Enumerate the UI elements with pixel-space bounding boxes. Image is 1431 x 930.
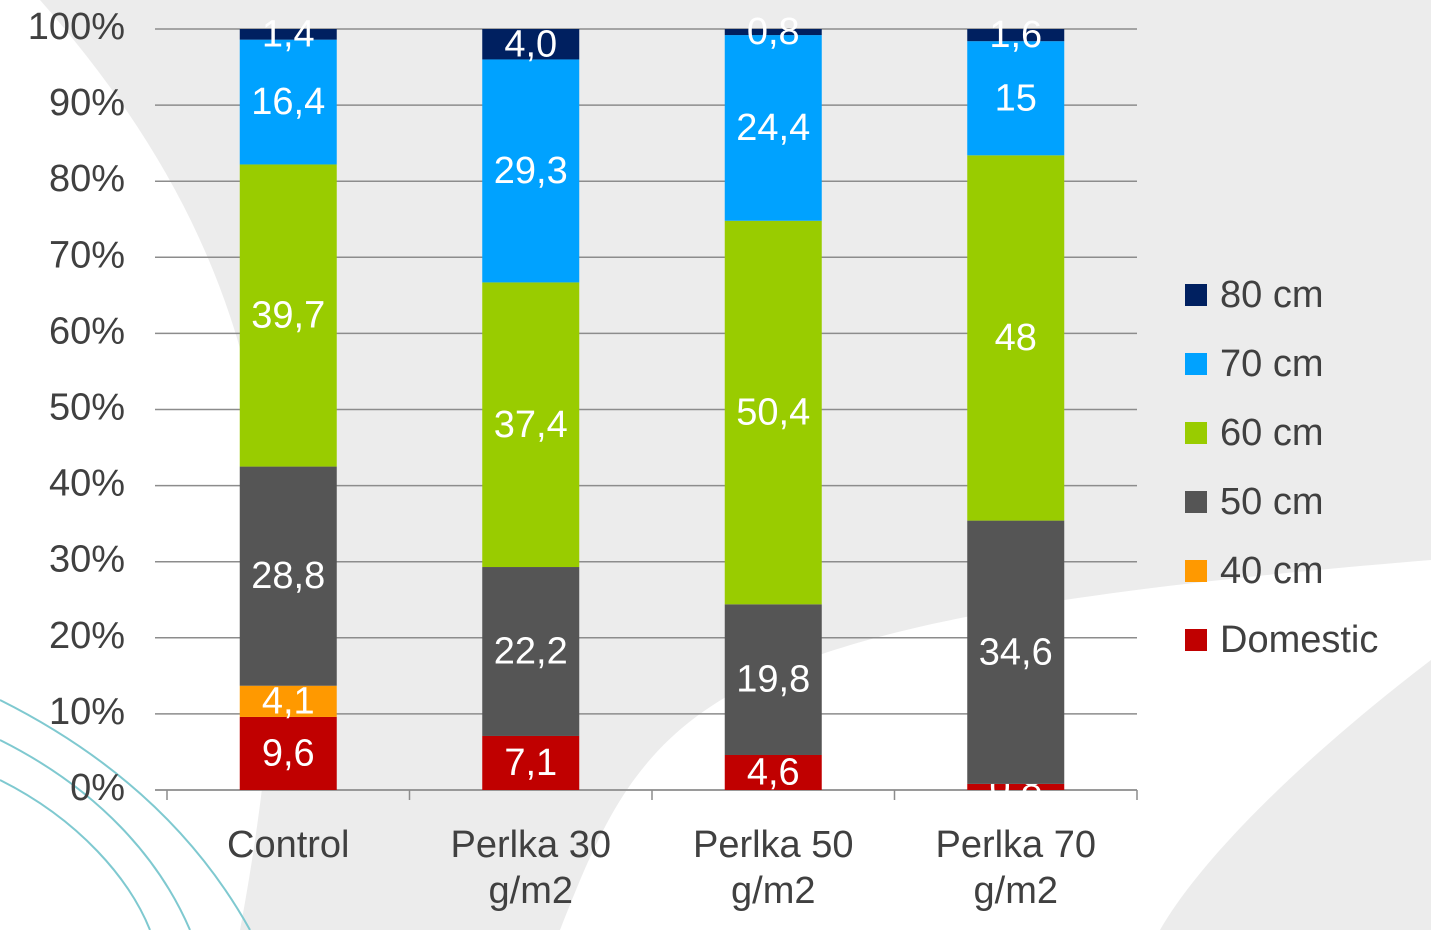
y-tick-label: 50% bbox=[49, 387, 125, 429]
background-corner bbox=[1160, 660, 1431, 930]
decor-arc bbox=[0, 739, 191, 930]
data-label: 34,6 bbox=[979, 631, 1053, 673]
data-label: 39,7 bbox=[251, 295, 325, 337]
data-label: 0,8 bbox=[747, 11, 800, 53]
bar-segment bbox=[482, 29, 580, 60]
y-tick-label: 30% bbox=[49, 539, 125, 581]
x-tick-label: Perlka 50 g/m2 bbox=[692, 824, 854, 912]
legend-swatch bbox=[1185, 491, 1207, 513]
data-label: 4,0 bbox=[504, 23, 557, 65]
bar-segment bbox=[967, 783, 1065, 790]
data-label: 24,4 bbox=[736, 107, 810, 149]
legend-swatch bbox=[1185, 353, 1207, 375]
data-label: 1,4 bbox=[262, 13, 315, 55]
bar-segment bbox=[239, 39, 337, 165]
y-tick-label: 80% bbox=[49, 158, 125, 200]
data-label: 1,6 bbox=[989, 14, 1042, 56]
bar-segment bbox=[724, 35, 822, 221]
x-tick-label: Perlka 30 g/m2 bbox=[450, 824, 612, 912]
bar-segment bbox=[967, 520, 1065, 784]
data-label: 7,1 bbox=[504, 742, 557, 784]
legend-label: 60 cm bbox=[1220, 412, 1323, 454]
y-tick-label: 60% bbox=[49, 310, 125, 352]
data-label: 29,3 bbox=[494, 150, 568, 192]
bar-segment bbox=[967, 155, 1065, 521]
legend-label: 80 cm bbox=[1220, 274, 1323, 316]
bar-segment bbox=[482, 567, 580, 736]
legend-label: Domestic bbox=[1220, 619, 1378, 661]
legend-swatch bbox=[1185, 422, 1207, 444]
legend-label: 40 cm bbox=[1220, 550, 1323, 592]
legend-swatch bbox=[1185, 284, 1207, 306]
bar-segment bbox=[724, 754, 822, 790]
legend-swatch bbox=[1185, 560, 1207, 582]
bar-segment bbox=[482, 282, 580, 568]
bar-segment bbox=[724, 604, 822, 755]
legend-label: 50 cm bbox=[1220, 481, 1323, 523]
y-tick-label: 20% bbox=[49, 615, 125, 657]
data-label: 19,8 bbox=[736, 659, 810, 701]
legend-swatch bbox=[1185, 629, 1207, 651]
bar-segment bbox=[482, 735, 580, 790]
data-label: 48 bbox=[995, 317, 1037, 359]
data-label: 15 bbox=[995, 77, 1037, 119]
bar-segment bbox=[724, 29, 822, 36]
bar-segment bbox=[239, 716, 337, 790]
legend-label: 70 cm bbox=[1220, 343, 1323, 385]
bar-segment bbox=[967, 41, 1065, 156]
bar-segment bbox=[239, 29, 337, 40]
bar-segment bbox=[482, 59, 580, 283]
data-label: 37,4 bbox=[494, 404, 568, 446]
x-tick-label: Perlka 70 g/m2 bbox=[935, 824, 1097, 912]
y-tick-label: 100% bbox=[28, 6, 125, 48]
data-label: 16,4 bbox=[251, 81, 325, 123]
data-label: 4,6 bbox=[747, 752, 800, 794]
bar-segment bbox=[967, 29, 1065, 42]
bar-segment bbox=[724, 220, 822, 605]
data-label: 9,6 bbox=[262, 733, 315, 775]
decor-arc bbox=[0, 699, 251, 930]
y-tick-label: 10% bbox=[49, 691, 125, 733]
bar-segment bbox=[239, 466, 337, 686]
decor-arc bbox=[0, 779, 151, 930]
bar-segment bbox=[239, 685, 337, 717]
data-label: 28,8 bbox=[251, 555, 325, 597]
y-tick-label: 90% bbox=[49, 82, 125, 124]
y-tick-label: 0% bbox=[70, 767, 125, 809]
y-tick-label: 40% bbox=[49, 463, 125, 505]
y-tick-label: 70% bbox=[49, 234, 125, 276]
x-tick-label: Control bbox=[227, 824, 350, 866]
data-label: 22,2 bbox=[494, 631, 568, 673]
data-label: 4,1 bbox=[262, 680, 315, 722]
data-label: 50,4 bbox=[736, 392, 810, 434]
bar-segment bbox=[239, 164, 337, 467]
